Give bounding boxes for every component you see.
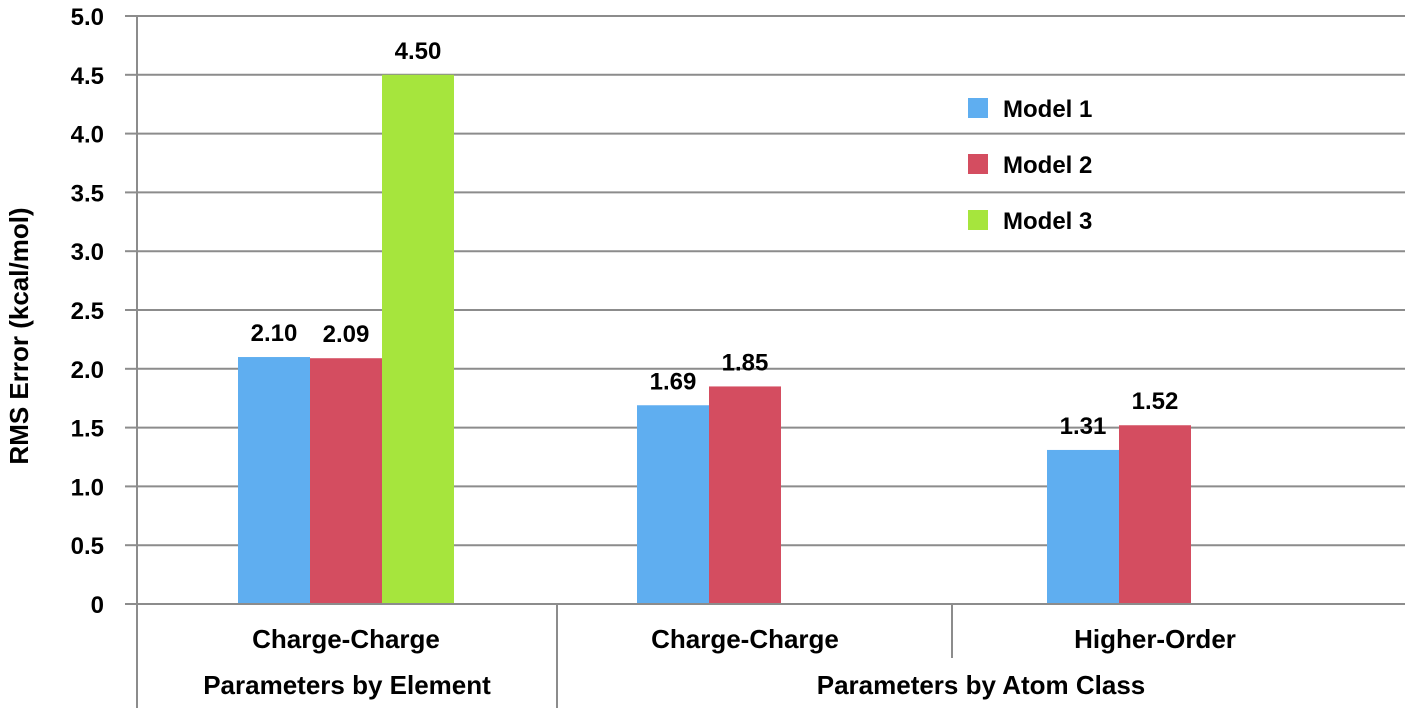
y-tick-label: 4.0: [71, 122, 104, 149]
y-tick-label: 3.0: [71, 239, 104, 266]
axes: [125, 15, 1405, 708]
x-category-label: Charge-Charge: [252, 624, 440, 654]
bar-model-2: [1119, 425, 1191, 604]
y-tick-label: 1.0: [71, 474, 104, 501]
x-group-label: Parameters by Atom Class: [817, 670, 1146, 700]
bar-model-2: [310, 358, 382, 604]
legend: Model 1 Model 2 Model 3: [968, 96, 1092, 235]
bar-model-1: [637, 405, 709, 604]
y-tick-label: 5.0: [71, 4, 104, 31]
labels: 0 0.5 1.0 1.5 2.0 2.5 3.0 3.5 4.0 4.5 5.0 2.10 1.69 1…: [71, 4, 1236, 700]
data-label: 2.09: [323, 321, 370, 348]
x-category-label: Charge-Charge: [651, 624, 839, 654]
y-tick-label: 4.5: [71, 63, 104, 90]
y-tick-label: 2.5: [71, 298, 104, 325]
data-label: 1.52: [1132, 388, 1179, 415]
data-label: 1.85: [722, 349, 769, 376]
data-label: 1.69: [650, 368, 697, 395]
data-label: 2.10: [251, 320, 298, 347]
legend-label: Model 1: [1003, 96, 1092, 123]
legend-label: Model 3: [1003, 208, 1092, 235]
data-label: 4.50: [395, 38, 442, 65]
y-tick-label: 0.5: [71, 533, 104, 560]
y-tick-label: 2.0: [71, 357, 104, 384]
data-label: 1.31: [1060, 413, 1107, 440]
x-group-label: Parameters by Element: [203, 670, 491, 700]
y-tick-label: 3.5: [71, 180, 104, 207]
bar-model-1: [238, 357, 310, 604]
y-tick-label: 1.5: [71, 416, 104, 443]
bars: [238, 74, 1191, 605]
x-category-label: Higher-Order: [1074, 624, 1236, 654]
bar-model-1: [1047, 449, 1119, 604]
bar-model-2: [709, 386, 781, 604]
legend-swatch: [968, 210, 988, 230]
legend-label: Model 2: [1003, 152, 1092, 179]
y-axis-title: RMS Error (kcal/mol): [4, 207, 34, 464]
legend-swatch: [968, 154, 988, 174]
y-tick-label: 0: [91, 592, 104, 619]
legend-swatch: [968, 98, 988, 118]
bar-model-3: [382, 74, 454, 605]
